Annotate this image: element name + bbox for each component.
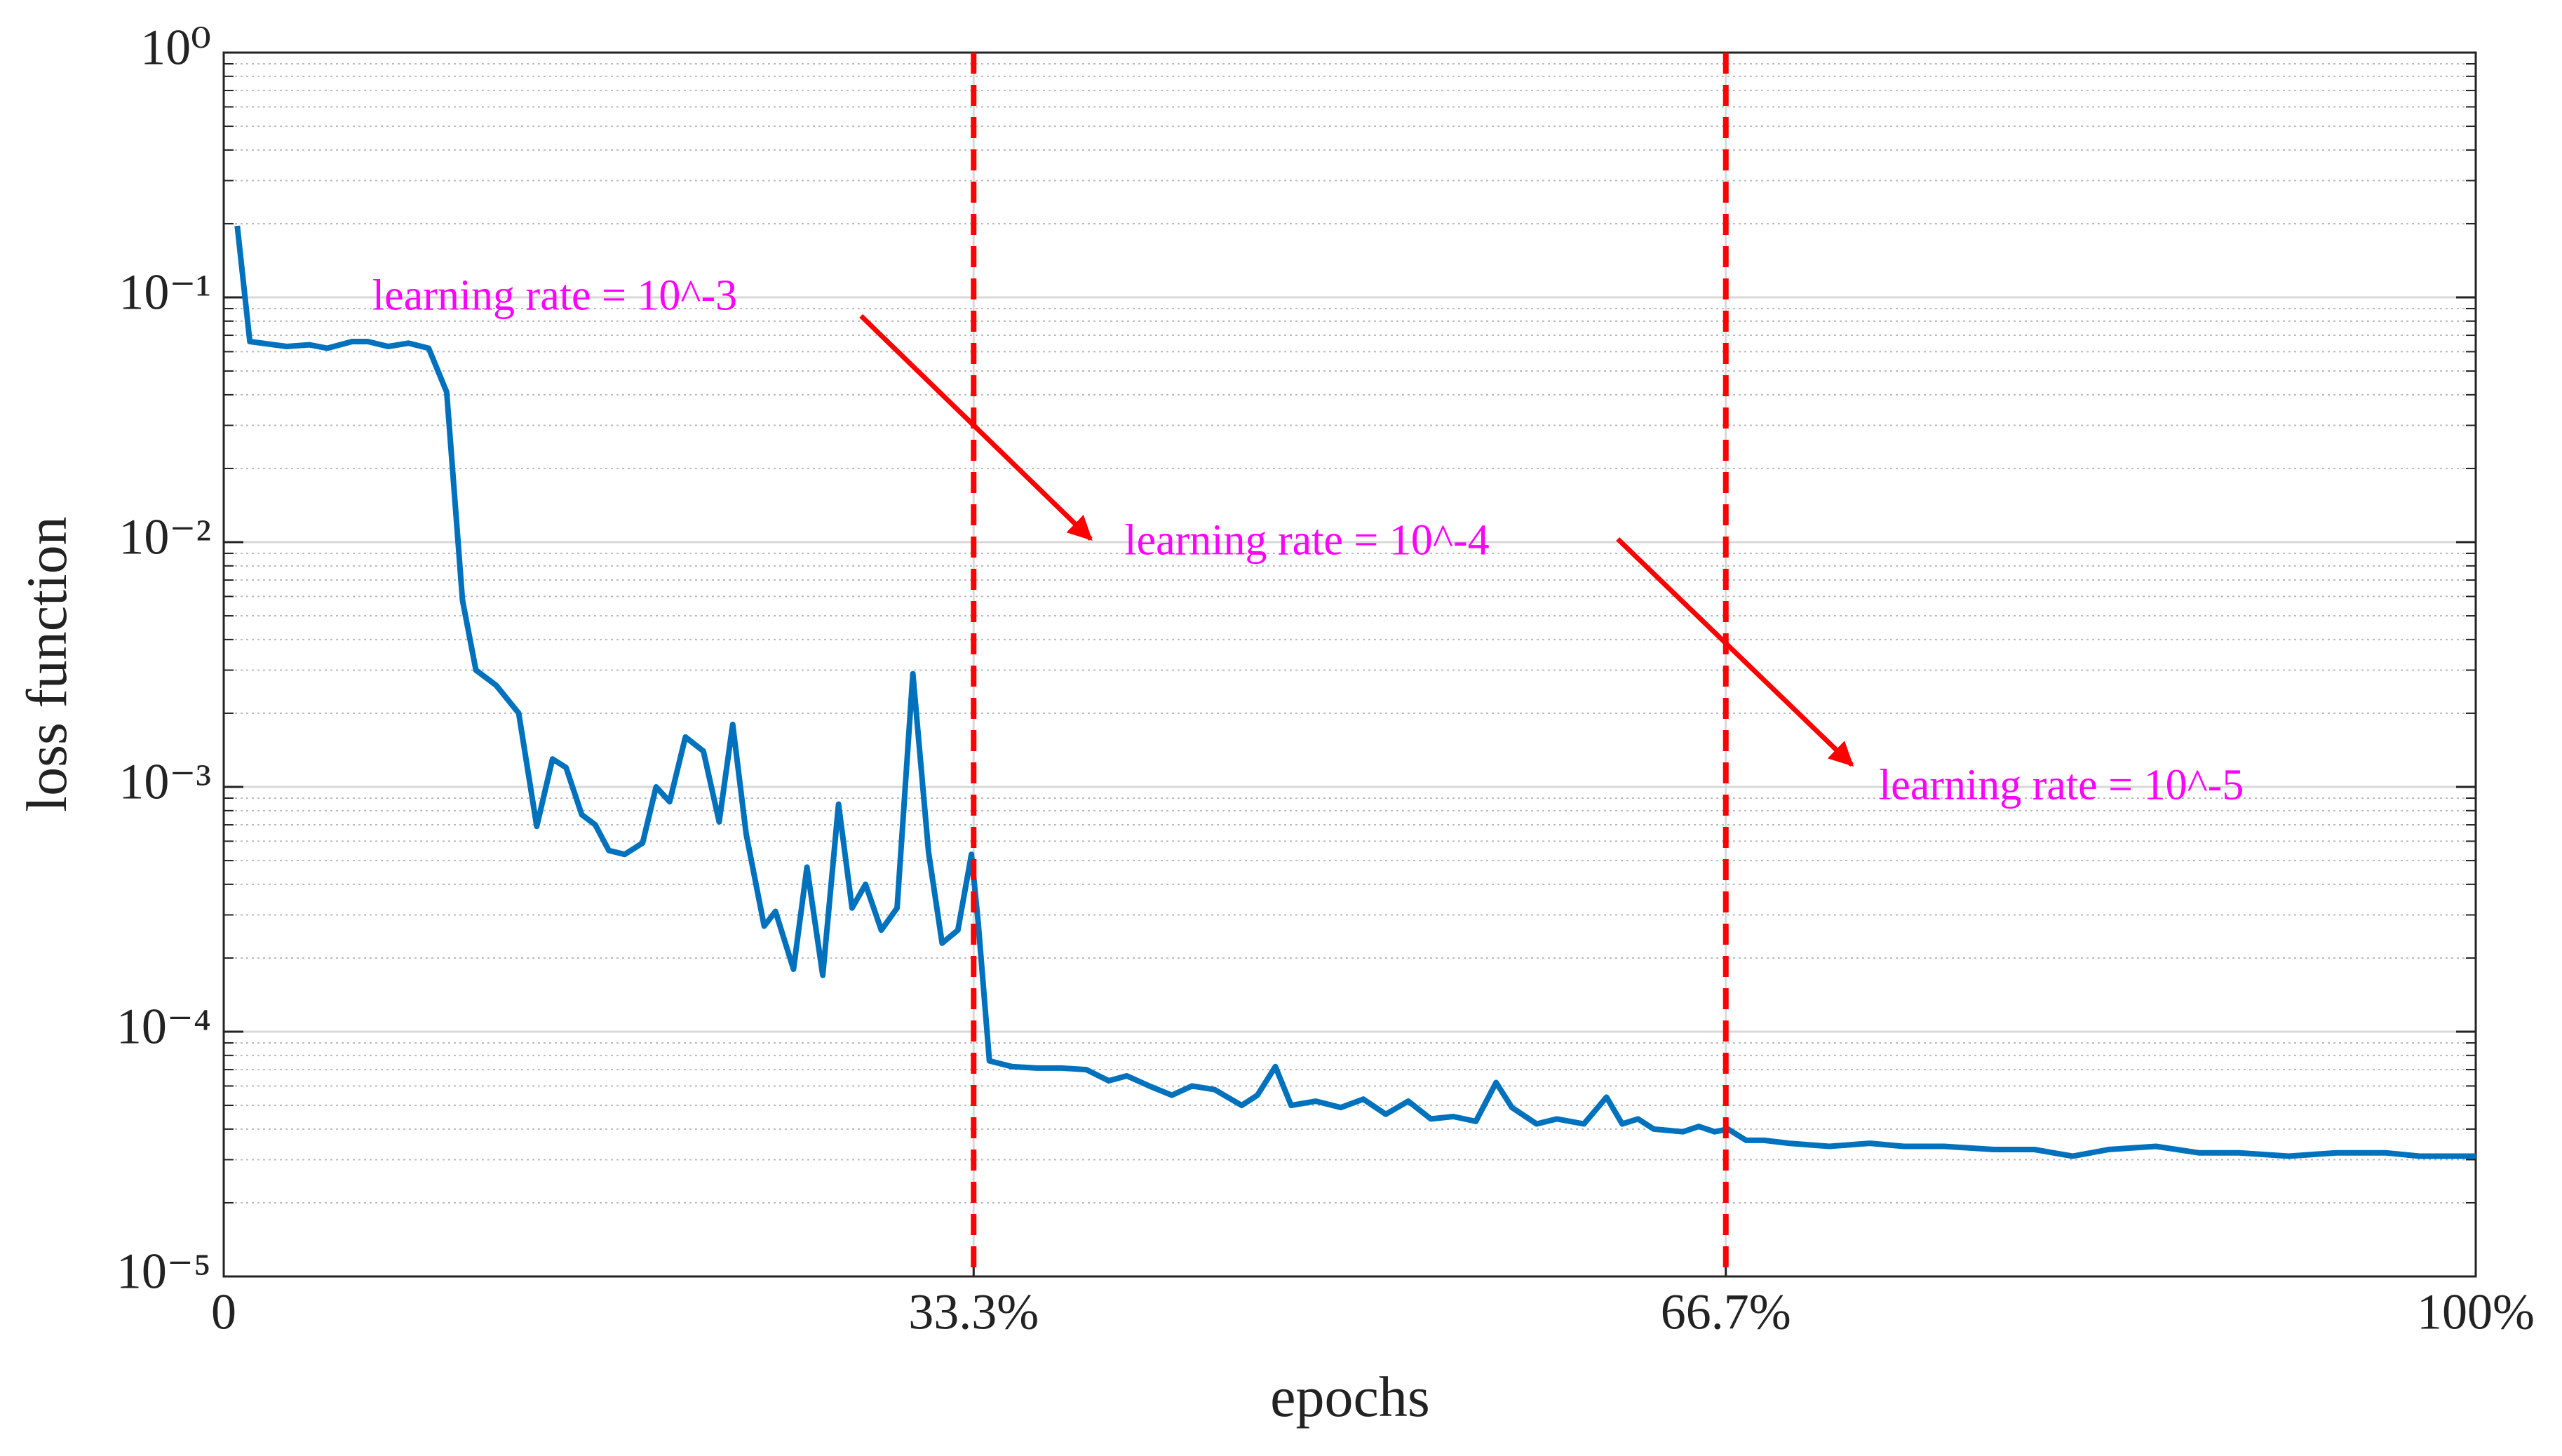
y-tick-label: 10⁻² <box>119 509 211 565</box>
plot-frame <box>222 51 2477 1278</box>
y-tick-label: 10⁻⁵ <box>116 1243 211 1300</box>
annotation: learning rate = 10^-5 <box>1879 761 2244 809</box>
x-tick-label: 66.7% <box>1661 1284 1791 1340</box>
x-axis-label: epochs <box>1270 1365 1430 1429</box>
x-tick-label: 100% <box>2417 1284 2535 1340</box>
y-tick-label: 10⁻⁴ <box>116 999 211 1055</box>
x-tick-label: 0 <box>211 1284 236 1340</box>
y-axis-label: loss function <box>15 516 79 811</box>
y-tick-label: 10⁰ <box>140 20 211 76</box>
x-tick-label: 33.3% <box>908 1284 1039 1340</box>
loss-line <box>234 225 2476 1159</box>
y-tick-label: 10⁻³ <box>119 754 211 810</box>
y-tick-label: 10⁻¹ <box>119 264 211 321</box>
arrow <box>1616 537 1854 767</box>
annotation: learning rate = 10^-3 <box>372 271 737 319</box>
arrow <box>859 314 1093 541</box>
annotation: learning rate = 10^-4 <box>1124 516 1489 564</box>
